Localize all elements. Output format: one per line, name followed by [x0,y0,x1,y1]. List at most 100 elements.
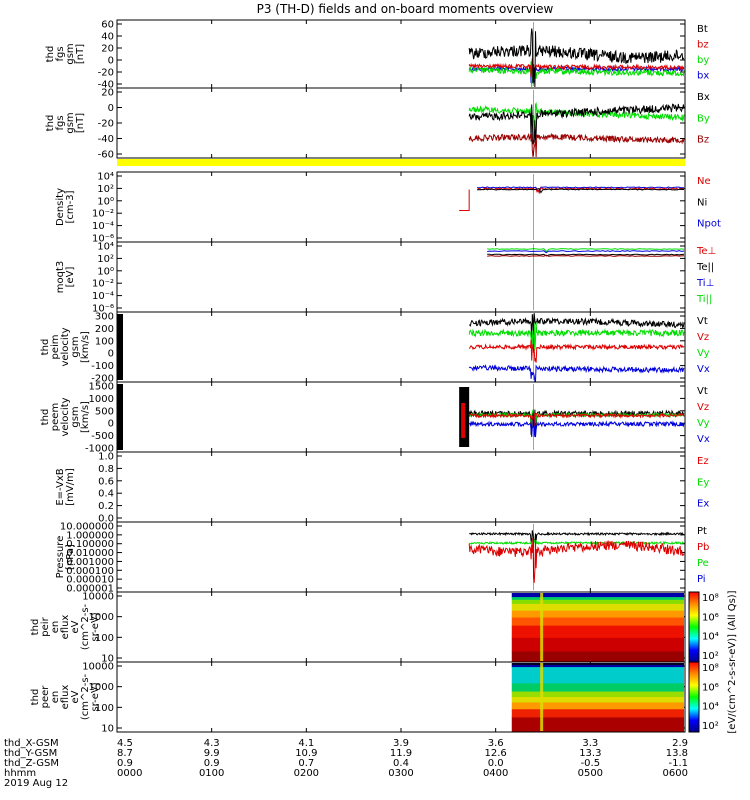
y-tick-label: 100 [95,633,114,644]
y-axis-label: eV [70,690,81,703]
spectrogram-band [511,593,684,598]
y-tick-label: 0.0 [98,514,114,525]
y-tick-label: 0 [108,103,114,114]
data-start-block-red [461,403,466,438]
footer-row-label: 2019 Aug 12 [4,778,68,789]
y-axis-label: eV [70,620,81,633]
y-tick-label: 0.6 [98,476,114,487]
y-tick-label: 1.000000 [66,530,114,541]
colorbar-scale [688,591,700,663]
footer-value: 0.9 [117,758,133,769]
y-axis-label: velocity [60,397,71,436]
series-vt [468,313,685,345]
y-axis-label: peem [50,403,61,431]
series-vx [468,364,685,382]
footer-row-label: thd_Y-GSM [4,748,57,759]
y-axis-label: moqt3 [55,261,66,294]
panel-peir: 10000 1000 100 10 thd peir en eflux eV (cm^2-s-sr… [30,591,686,665]
spectrogram-band [511,651,684,662]
y-tick-label: -500 [91,431,114,442]
y-tick-label: 0.000001 [66,584,114,595]
spectrogram-band [511,663,684,666]
y-axis-label: peim [50,334,61,359]
y-tick-label: 10000 [82,592,114,603]
footer-value: 0100 [199,768,224,779]
yellow-status-bar [117,159,685,166]
colorbar-label: [eV/(cm^2-s-sr-eV)] (All Qs)] [727,590,738,733]
panel-peer: 10000 1000 100 10 thd peer en eflux eV (cm^2-s-sr… [30,661,686,735]
colorbar-tick: 10² [702,651,719,662]
legend-entry: Vy [697,348,710,359]
footer-value: 3.6 [488,738,504,749]
legend-entry: Ex [697,499,709,510]
y-tick-label: 1000 [89,682,114,693]
left-edge-marker [117,314,123,380]
y-axis-label: eflux [60,685,71,710]
spectrogram-band [511,637,684,652]
footer-value: 4.3 [204,738,220,749]
y-axis-label: thd [40,339,51,356]
series-by [468,58,685,88]
y-tick-label: 10⁻⁶ [92,234,114,245]
legend-entry: Pb [697,542,709,553]
panel-frame [116,87,686,159]
spectrogram-band [511,603,684,612]
panel-pressure: 10.0000001.0000000.1000000.0100000.00100… [55,521,709,595]
y-axis-label: [cm-3] [65,190,76,223]
series-pt [469,530,685,545]
y-tick-label: 1000 [89,394,114,405]
y-axis-label: sr-eV) [90,682,101,711]
y-tick-label: 10⁴ [97,172,114,183]
legend-entry: Ti⊥ [696,278,714,289]
y-tick-label: -1000 [85,444,114,455]
y-tick-label: 100 [95,703,114,714]
y-tick-label: 10⁻⁴ [92,291,114,302]
series-te-par [487,253,685,257]
y-tick-label: 0.100000 [66,539,114,550]
legend-entry: by [697,55,709,66]
y-tick-label: 40 [101,32,114,43]
footer-value: 4.5 [117,738,133,749]
y-axis-label: E=-VxB [55,468,66,505]
panel-frame [116,241,686,313]
y-tick-label: 100 [95,336,114,347]
y-axis-label: thd [30,689,41,706]
series-te-perp [487,254,685,257]
legend-entry: Ti|| [696,294,712,305]
spectrogram-band [511,597,684,601]
panel-frame [116,451,686,523]
y-axis-label: [nPa] [65,544,76,570]
footer-value: 13.8 [666,748,688,759]
y-axis-label: peer [40,685,51,709]
y-axis-label: en [50,691,61,704]
panel-fgs_dsl: 20 0 -20 -40 -60 thd fgs gsm [nT] Bx By Bz [45,87,710,161]
y-axis-label: thd [45,46,56,63]
footer-value: -1.1 [668,758,688,769]
y-axis-label: fgs [55,115,66,130]
y-axis-label: [nT] [75,113,86,133]
footer-value: 12.6 [485,748,507,759]
panel-frame [116,171,686,243]
series-bt [468,28,685,88]
footer-value: 0000 [117,768,142,779]
y-tick-label: 10⁴ [97,242,114,253]
y-tick-label: 0.010000 [66,548,114,559]
legend-entry: Pi [697,574,706,585]
y-tick-label: 1.0 [98,452,114,463]
y-tick-label: 10⁰ [97,266,114,277]
colorbar-tick: 10⁴ [702,632,719,643]
y-tick-label: -60 [98,150,114,161]
series-ti-perp [487,250,685,254]
spectrogram-band [511,709,684,718]
y-axis-label: gsm [65,43,76,64]
footer-value: 9.9 [204,748,220,759]
footer-row-label: thd_Z-GSM [4,758,59,769]
y-tick-label: -100 [91,361,114,372]
y-tick-label: 0.8 [98,464,114,475]
y-tick-label: 10.000000 [60,522,114,533]
legend-entry: bx [697,71,709,82]
series-vx [468,415,685,438]
